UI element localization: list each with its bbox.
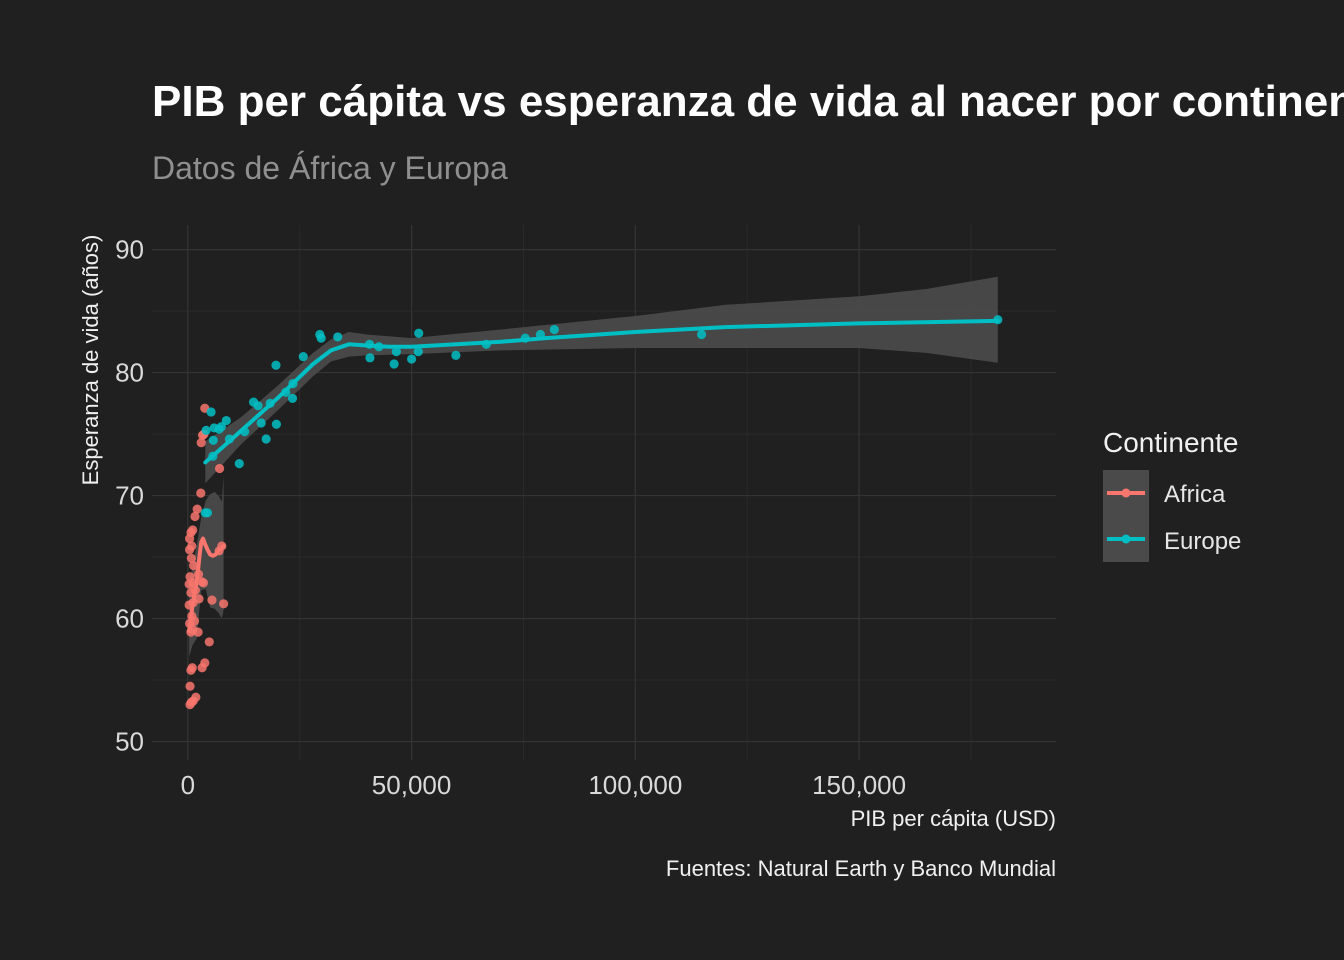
data-point-europe (414, 328, 424, 338)
data-point-europe (271, 360, 281, 370)
data-point-africa (185, 681, 195, 691)
chart-caption: Fuentes: Natural Earth y Banco Mundial (666, 856, 1056, 881)
legend-item-africa: Africa (1107, 481, 1226, 508)
data-point-europe (216, 422, 226, 432)
data-point-africa (219, 599, 229, 609)
data-point-africa (185, 572, 195, 582)
data-point-africa (207, 595, 217, 605)
data-point-europe (287, 393, 298, 404)
y-tick-label: 90 (115, 235, 144, 265)
smooth-lines (187, 318, 1000, 633)
data-point-europe (413, 347, 423, 357)
data-point-europe (201, 425, 211, 435)
legend: Continente Africa Europe (1103, 427, 1241, 562)
legend-key-africa-dot (1121, 488, 1131, 498)
x-tick-label: 50,000 (372, 770, 452, 800)
data-point-africa (198, 578, 209, 588)
data-point-africa (189, 561, 199, 571)
data-point-africa (204, 637, 214, 647)
data-point-europe (234, 458, 244, 469)
legend-title: Continente (1103, 427, 1238, 458)
legend-label-africa: Africa (1164, 481, 1226, 508)
data-point-europe (333, 332, 343, 342)
legend-key-background (1103, 470, 1149, 562)
data-point-europe (391, 347, 401, 357)
data-point-europe (549, 324, 559, 335)
x-tick-label: 150,000 (812, 770, 906, 800)
data-point-europe (256, 418, 266, 428)
data-point-africa (196, 488, 206, 498)
data-point-europe (451, 350, 461, 360)
legend-key-europe-dot (1121, 534, 1131, 544)
smooth-line-europe (203, 318, 1000, 465)
data-point-europe (253, 401, 263, 411)
data-point-europe (365, 353, 375, 363)
x-tick-label: 0 (181, 770, 195, 800)
data-point-africa (200, 658, 210, 668)
data-point-africa (192, 504, 202, 514)
data-point-europe (389, 359, 399, 369)
data-point-africa (196, 438, 206, 448)
legend-label-europe: Europe (1164, 528, 1241, 555)
confidence-band-africa (189, 475, 224, 657)
data-point-europe (696, 329, 707, 340)
confidence-band-europe (205, 276, 998, 484)
data-point-europe (298, 351, 308, 362)
chart-subtitle: Datos de África y Europa (152, 150, 508, 186)
data-point-europe (202, 508, 213, 518)
y-tick-label: 70 (115, 481, 144, 511)
axis-ticks: 0 50,000 100,000 150,000 50 60 70 80 90 (115, 235, 906, 800)
data-point-europe (221, 415, 231, 426)
data-point-africa (186, 553, 196, 563)
data-point-europe (208, 435, 218, 445)
data-point-africa (191, 692, 201, 702)
confidence-bands (189, 276, 998, 657)
data-point-africa (186, 527, 196, 538)
y-tick-label: 50 (115, 727, 144, 757)
data-points (184, 315, 1003, 710)
chart-title: PIB per cápita vs esperanza de vida al n… (152, 77, 1344, 126)
x-tick-label: 100,000 (588, 770, 682, 800)
x-axis-label: PIB per cápita (USD) (851, 806, 1056, 831)
data-point-africa (214, 463, 225, 474)
y-tick-label: 60 (115, 604, 144, 634)
data-point-europe (206, 407, 216, 417)
y-axis-label: Esperanza de vida (años) (78, 235, 103, 486)
data-point-europe (406, 354, 417, 364)
data-point-africa (187, 663, 197, 673)
legend-item-europe: Europe (1107, 528, 1241, 555)
data-point-africa (193, 627, 203, 637)
data-point-europe (271, 419, 282, 429)
data-point-africa (194, 594, 204, 604)
smooth-line-africa (187, 536, 226, 633)
data-point-africa (187, 541, 197, 551)
y-tick-label: 80 (115, 358, 144, 388)
data-point-africa (190, 511, 200, 522)
data-point-europe (316, 333, 326, 343)
data-point-europe (261, 434, 271, 444)
